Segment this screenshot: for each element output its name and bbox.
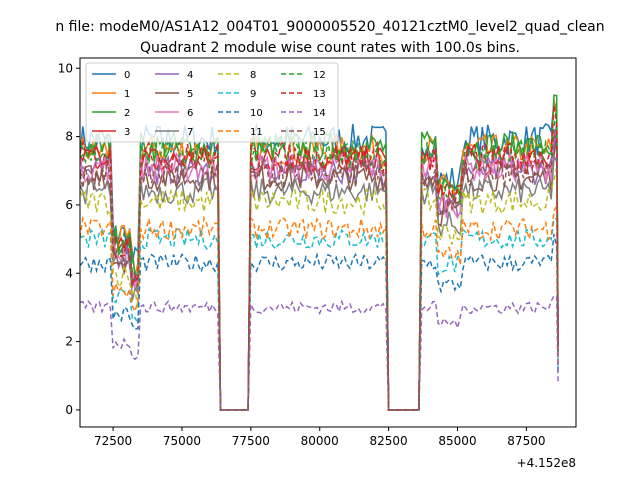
series-layer (80, 94, 559, 411)
legend-frame (85, 62, 339, 143)
x-tick-label: 87500 (507, 434, 545, 448)
chart-title: Quadrant 2 module wise count rates with … (140, 40, 520, 56)
x-tick-label: 85000 (438, 434, 476, 448)
legend-label-4: 4 (187, 70, 193, 81)
legend-label-8: 8 (250, 70, 256, 81)
legend-label-1: 1 (124, 89, 130, 100)
legend-label-7: 7 (187, 127, 193, 138)
legend-label-0: 0 (124, 70, 130, 81)
legend-label-14: 14 (313, 108, 326, 119)
series-line-6 (80, 129, 559, 411)
figure-suptitle: n file: modeM0/AS1A12_004T01_9000005520_… (55, 19, 604, 35)
plot-frame (79, 57, 577, 428)
legend-label-6: 6 (187, 108, 193, 119)
legend-label-9: 9 (250, 89, 256, 100)
x-tick-label: 82500 (370, 434, 408, 448)
x-tick-label: 77500 (232, 434, 270, 448)
legend-label-10: 10 (250, 108, 263, 119)
axis-layer: 72500 75000 77500 80000 82500 85000 87500 0 2 4 6 8… (58, 61, 546, 448)
y-tick-label: 4 (65, 266, 73, 280)
y-tick-label: 6 (65, 198, 73, 212)
legend-label-12: 12 (313, 70, 326, 81)
x-offset-label: +4.152e8 (517, 456, 576, 470)
series-line-9 (80, 217, 559, 411)
series-line-15 (80, 129, 559, 411)
series-line-8 (80, 167, 559, 411)
series-line-11 (80, 205, 559, 411)
series-line-10 (80, 233, 559, 411)
series-line-13 (80, 105, 559, 411)
y-tick-label: 10 (58, 61, 73, 75)
legend-label-15: 15 (313, 127, 326, 138)
y-tick-label: 2 (65, 335, 73, 349)
series-line-7 (80, 153, 559, 411)
x-tick-label: 75000 (163, 434, 201, 448)
series-line-14 (80, 294, 559, 411)
x-tick-label: 72500 (94, 434, 132, 448)
series-line-12 (80, 105, 559, 411)
y-tick-label: 0 (65, 403, 73, 417)
y-tick-label: 8 (65, 130, 73, 144)
legend-label-13: 13 (313, 89, 326, 100)
legend-label-5: 5 (187, 89, 193, 100)
legend-label-3: 3 (124, 127, 130, 138)
x-tick-label: 80000 (301, 434, 339, 448)
legend-label-11: 11 (250, 127, 263, 138)
legend-label-2: 2 (124, 108, 130, 119)
